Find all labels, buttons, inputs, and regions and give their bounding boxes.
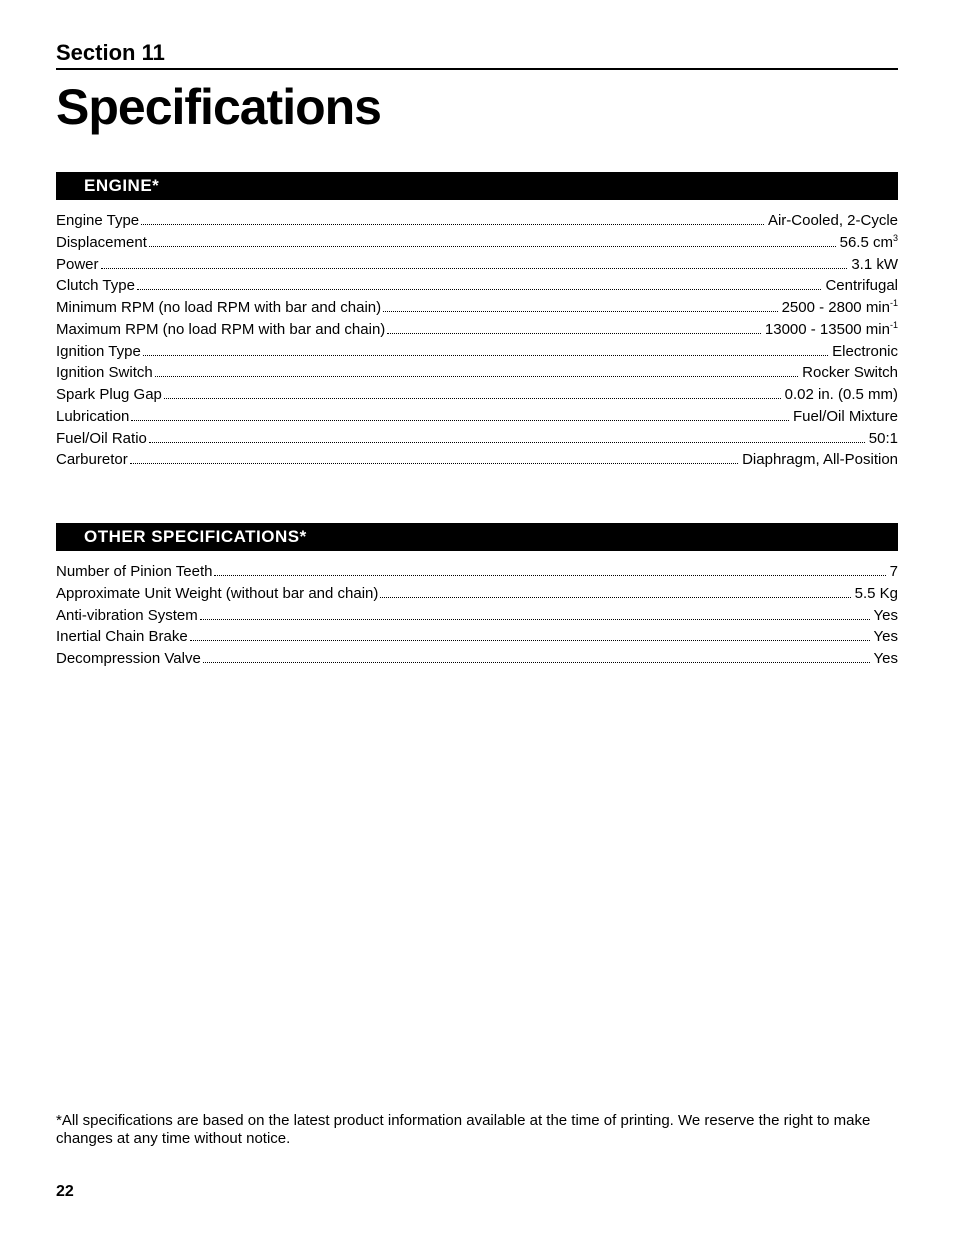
spec-row: Maximum RPM (no load RPM with bar and ch…: [56, 319, 898, 341]
page-number: 22: [56, 1183, 74, 1201]
leader-dots: [137, 289, 822, 290]
leader-dots: [130, 463, 738, 464]
spec-row: Decompression Valve Yes: [56, 648, 898, 670]
leader-dots: [203, 662, 870, 663]
spec-value: Yes: [874, 626, 898, 648]
spec-value: 50:1: [869, 428, 898, 450]
spec-row: Clutch Type Centrifugal: [56, 275, 898, 297]
spec-row: Inertial Chain Brake Yes: [56, 626, 898, 648]
spec-row: Anti-vibration System Yes: [56, 605, 898, 627]
spec-label: Carburetor: [56, 449, 128, 471]
page-title: Specifications: [56, 78, 898, 136]
spec-row: Carburetor Diaphragm, All-Position: [56, 449, 898, 471]
spec-row: Approximate Unit Weight (without bar and…: [56, 583, 898, 605]
spec-value: 5.5 Kg: [855, 583, 898, 605]
spec-value: Electronic: [832, 341, 898, 363]
spec-value: Air-Cooled, 2-Cycle: [768, 210, 898, 232]
spec-row: Engine Type Air-Cooled, 2-Cycle: [56, 210, 898, 232]
footnote-text: *All specifications are based on the lat…: [56, 1112, 898, 1150]
spec-label: Power: [56, 254, 99, 276]
spec-label: Displacement: [56, 232, 147, 254]
leader-dots: [200, 619, 870, 620]
spec-row: Displacement 56.5 cm3: [56, 232, 898, 254]
spec-label: Approximate Unit Weight (without bar and…: [56, 583, 378, 605]
spec-row: Power 3.1 kW: [56, 254, 898, 276]
leader-dots: [387, 333, 761, 334]
spec-value: Yes: [874, 648, 898, 670]
leader-dots: [143, 355, 828, 356]
spec-value: 0.02 in. (0.5 mm): [785, 384, 898, 406]
spec-label: Engine Type: [56, 210, 139, 232]
section-header: OTHER SPECIFICATIONS*: [56, 523, 898, 551]
spec-value: 3.1 kW: [851, 254, 898, 276]
leader-dots: [141, 224, 764, 225]
leader-dots: [149, 246, 836, 247]
spec-row: Spark Plug Gap 0.02 in. (0.5 mm): [56, 384, 898, 406]
leader-dots: [164, 398, 781, 399]
spec-label: Clutch Type: [56, 275, 135, 297]
spec-value: 2500 - 2800 min-1: [782, 297, 898, 319]
leader-dots: [131, 420, 789, 421]
spec-value: Fuel/Oil Mixture: [793, 406, 898, 428]
spec-value-sup: 3: [893, 233, 898, 243]
spec-row: Lubrication Fuel/Oil Mixture: [56, 406, 898, 428]
spec-row: Ignition Switch Rocker Switch: [56, 362, 898, 384]
spec-list: Number of Pinion Teeth 7 Approximate Unit …: [56, 561, 898, 670]
spec-label: Number of Pinion Teeth: [56, 561, 212, 583]
spec-label: Spark Plug Gap: [56, 384, 162, 406]
spec-row: Number of Pinion Teeth 7: [56, 561, 898, 583]
spec-value: 13000 - 13500 min-1: [765, 319, 898, 341]
leader-dots: [380, 597, 850, 598]
leader-dots: [101, 268, 848, 269]
spec-label: Ignition Type: [56, 341, 141, 363]
leader-dots: [149, 442, 865, 443]
leader-dots: [383, 311, 777, 312]
spec-value-sup: -1: [890, 298, 898, 308]
leader-dots: [190, 640, 870, 641]
spec-row: Fuel/Oil Ratio 50:1: [56, 428, 898, 450]
leader-dots: [155, 376, 798, 377]
spec-label: Ignition Switch: [56, 362, 153, 384]
spec-row: Ignition Type Electronic: [56, 341, 898, 363]
spec-value: Yes: [874, 605, 898, 627]
spec-label: Anti-vibration System: [56, 605, 198, 627]
sections-container: ENGINE*Engine TypeAir-Cooled, 2-CycleDis…: [56, 172, 898, 670]
spec-label: Decompression Valve: [56, 648, 201, 670]
section-divider: [56, 68, 898, 70]
spec-list: Engine TypeAir-Cooled, 2-CycleDisplaceme…: [56, 210, 898, 471]
section-header: ENGINE*: [56, 172, 898, 200]
spec-label: Maximum RPM (no load RPM with bar and ch…: [56, 319, 385, 341]
spec-label: Minimum RPM (no load RPM with bar and ch…: [56, 297, 381, 319]
spec-value-sup: -1: [890, 320, 898, 330]
leader-dots: [214, 575, 885, 576]
spec-label: Fuel/Oil Ratio: [56, 428, 147, 450]
spec-value: Rocker Switch: [802, 362, 898, 384]
spec-value: 7: [890, 561, 898, 583]
spec-value: Diaphragm, All-Position: [742, 449, 898, 471]
spec-row: Minimum RPM (no load RPM with bar and ch…: [56, 297, 898, 319]
spec-label: Inertial Chain Brake: [56, 626, 188, 648]
section-label: Section 11: [56, 40, 898, 66]
spec-label: Lubrication: [56, 406, 129, 428]
spec-value: 56.5 cm3: [840, 232, 898, 254]
spec-value: Centrifugal: [825, 275, 898, 297]
